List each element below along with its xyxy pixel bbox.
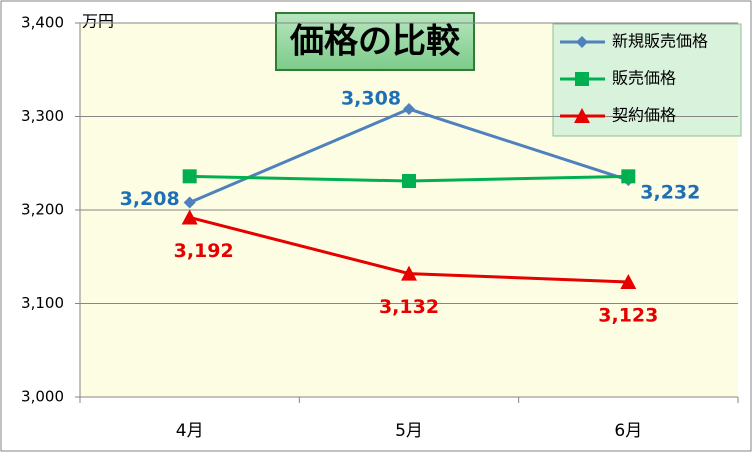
legend-label: 販売価格 <box>612 69 676 88</box>
legend-label: 新規販売価格 <box>612 32 708 51</box>
x-tick-label: 6月 <box>614 421 642 441</box>
y-unit: 万円 <box>82 12 114 31</box>
chart-title: 価格の比較 <box>289 22 461 62</box>
data-label: 3,123 <box>598 304 658 326</box>
marker <box>182 169 197 184</box>
marker <box>402 174 416 189</box>
marker <box>621 169 636 184</box>
marker <box>620 273 637 289</box>
x-tick-label: 4月 <box>176 421 204 441</box>
marker <box>401 265 417 281</box>
marker <box>183 196 196 209</box>
data-label: 3,132 <box>379 296 439 318</box>
y-tick-label: 3,200 <box>21 201 64 219</box>
marker <box>575 72 589 86</box>
data-label: 3,232 <box>640 182 700 204</box>
legend-label: 契約価格 <box>612 106 676 125</box>
marker <box>403 103 415 116</box>
data-label: 3,208 <box>120 188 180 210</box>
marker <box>574 108 590 123</box>
y-tick-label: 3,000 <box>21 388 64 406</box>
data-label: 3,308 <box>341 88 401 110</box>
marker <box>181 209 198 225</box>
y-tick-label: 3,300 <box>21 107 64 125</box>
y-tick-label: 3,400 <box>21 14 64 32</box>
x-tick-label: 5月 <box>395 421 423 441</box>
marker <box>576 36 588 48</box>
y-tick-label: 3,100 <box>21 294 64 312</box>
data-label: 3,192 <box>174 240 234 262</box>
